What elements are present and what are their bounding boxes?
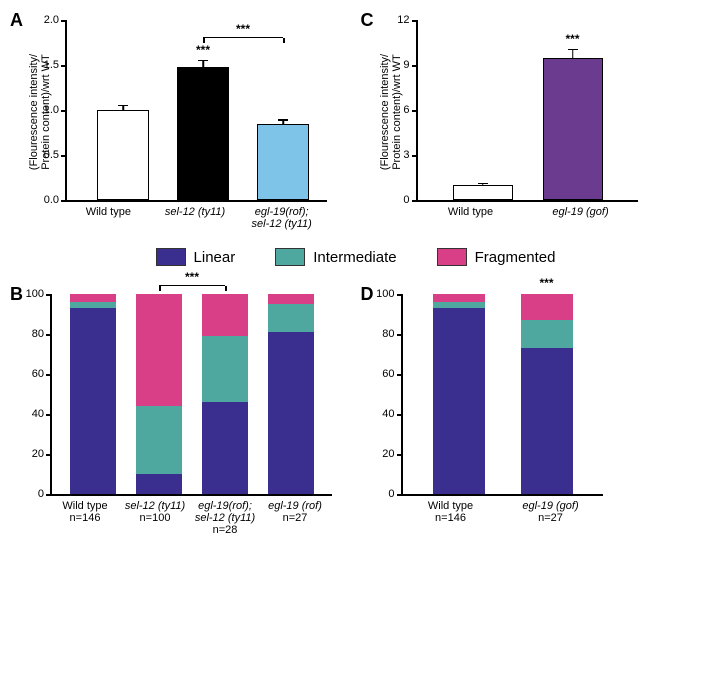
y-tick-label: 20 [382,448,402,460]
significance-marker: *** [539,276,553,290]
x-label: sel-12 (ty11)n=100 [120,500,190,536]
y-tick-label: 12 [397,14,417,26]
y-tick-label: 9 [403,59,417,71]
legend-label: Fragmented [475,249,556,266]
bar [543,58,603,201]
y-tick-label: 0.5 [44,149,67,161]
x-label: Wild type [416,206,526,218]
x-label: egl-19(rof); sel-12 (ty11)n=28 [190,500,260,536]
y-tick-label: 3 [403,149,417,161]
legend-label: Linear [194,249,236,266]
x-label: egl-19 (gof)n=27 [501,500,601,524]
y-tick-label: 0 [403,194,417,206]
panel-d-plot: 020406080100*** [401,294,603,496]
y-tick-label: 80 [382,328,402,340]
legend-item: Fragmented [437,248,556,266]
panel-a: A (Flourescence intensity/ Protein conte… [10,10,351,230]
panel-b-plot: 020406080100*** [50,294,332,496]
y-tick-label: 100 [26,288,52,300]
y-tick-label: 100 [376,288,402,300]
y-tick-label: 40 [32,408,52,420]
legend-label: Intermediate [313,249,396,266]
x-label: egl-19 (rof)n=27 [260,500,330,536]
significance-bracket-label: *** [185,270,199,284]
legend-item: Linear [156,248,236,266]
panel-b-chart: 020406080100*** Wild typen=146sel-12 (ty… [50,294,351,536]
legend-item: Intermediate [275,248,396,266]
y-tick-label: 6 [403,104,417,116]
bar [177,67,229,200]
x-label: egl-19(rof); sel-12 (ty11) [238,206,325,230]
legend-swatch [275,248,305,266]
stacked-bar [202,294,248,494]
panel-c-label: C [361,10,374,31]
y-tick-label: 1.5 [44,59,67,71]
x-label: Wild typen=146 [50,500,120,536]
panel-d-chart: 020406080100*** Wild typen=146egl-19 (go… [401,294,702,524]
figure: A (Flourescence intensity/ Protein conte… [10,10,701,536]
panel-c-xlabels: Wild typeegl-19 (gof) [416,206,636,218]
stacked-bar [136,294,182,494]
stacked-bar [70,294,116,494]
x-label: Wild typen=146 [401,500,501,524]
panel-a-chart: (Flourescence intensity/ Protein content… [65,20,351,230]
panel-c-ylabel: (Flourescence intensity/ Protein content… [379,42,403,182]
panel-b-label: B [10,284,23,305]
significance-bracket-label: *** [236,22,250,36]
y-tick-label: 0 [38,488,52,500]
y-tick-label: 1.0 [44,104,67,116]
panel-a-xlabels: Wild typesel-12 (ty11)egl-19(rof); sel-1… [65,206,325,230]
y-tick-label: 40 [382,408,402,420]
x-label: egl-19 (gof) [526,206,636,218]
panel-d: D 020406080100*** Wild typen=146egl-19 (… [361,284,702,536]
y-tick-label: 20 [32,448,52,460]
y-tick-label: 2.0 [44,14,67,26]
stacked-bar [521,294,573,494]
panel-a-label: A [10,10,23,31]
y-tick-label: 0 [388,488,402,500]
panel-a-plot: 0.00.51.01.52.0****** [65,20,327,202]
panel-c: C (Flourescence intensity/ Protein conte… [361,10,702,230]
panel-c-chart: (Flourescence intensity/ Protein content… [416,20,702,218]
x-label: Wild type [65,206,152,230]
panel-c-plot: 036912*** [416,20,638,202]
legend: Linear Intermediate Fragmented [10,248,701,266]
bar [453,185,513,200]
y-tick-label: 80 [32,328,52,340]
stacked-bar [268,294,314,494]
panel-d-xlabels: Wild typen=146egl-19 (gof)n=27 [401,500,601,524]
panel-b-xlabels: Wild typen=146sel-12 (ty11)n=100egl-19(r… [50,500,330,536]
y-tick-label: 60 [32,368,52,380]
legend-swatch [156,248,186,266]
panel-d-label: D [361,284,374,305]
y-tick-label: 0.0 [44,194,67,206]
stacked-bar [433,294,485,494]
panel-b: B 020406080100*** Wild typen=146sel-12 (… [10,284,351,536]
x-label: sel-12 (ty11) [152,206,239,230]
significance-marker: *** [565,32,579,46]
significance-marker: *** [196,43,210,57]
legend-swatch [437,248,467,266]
bar [257,124,309,201]
bar [97,110,149,200]
y-tick-label: 60 [382,368,402,380]
